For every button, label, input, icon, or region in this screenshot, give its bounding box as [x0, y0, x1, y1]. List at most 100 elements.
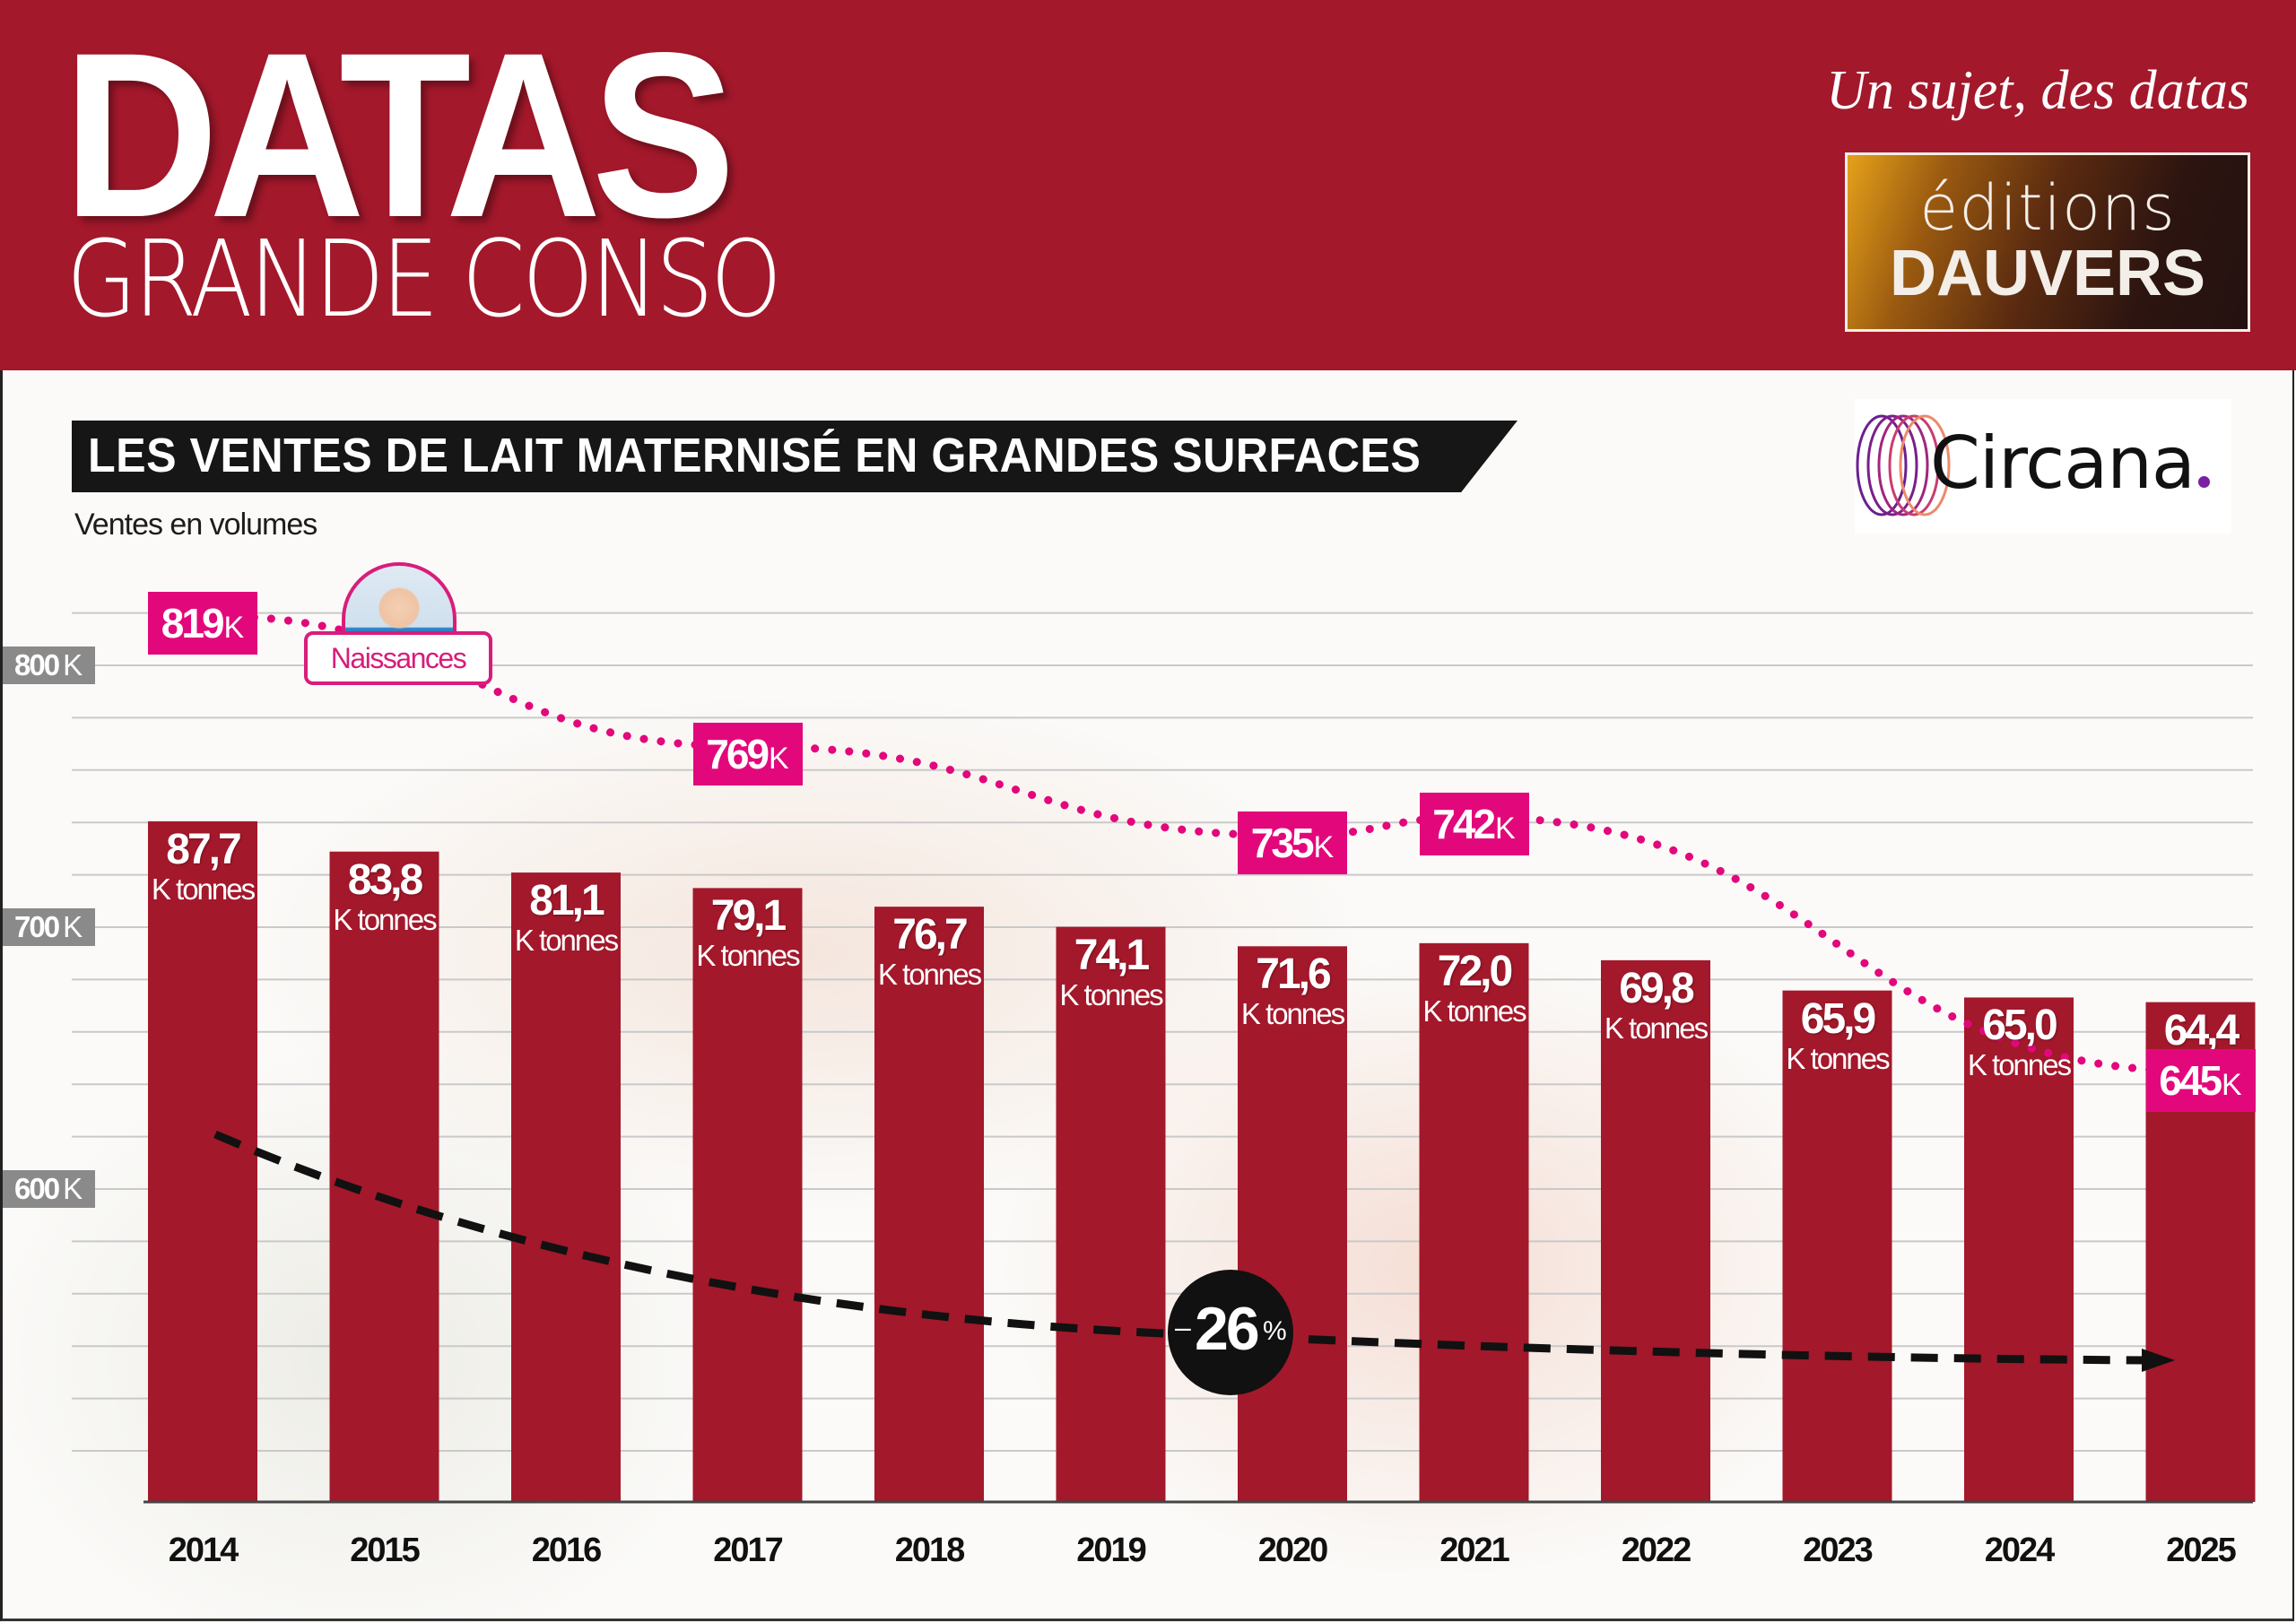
- bar-unit: K tonnes: [877, 958, 982, 992]
- bar-2018: [874, 907, 984, 1502]
- bar-value: 65,0: [1982, 1002, 2057, 1050]
- chart-subtitle: Ventes en volumes: [74, 508, 317, 542]
- births-value: 819: [161, 599, 225, 647]
- x-tick-label: 2023: [1803, 1532, 1874, 1569]
- births-unit: K: [223, 610, 245, 645]
- births-unit: K: [2222, 1067, 2242, 1102]
- x-tick-label: 2015: [350, 1532, 421, 1569]
- bar-unit: K tonnes: [1240, 997, 1345, 1031]
- bar-value-label: 69,8 K tonnes: [1601, 964, 1710, 1045]
- y-tick-unit: K: [63, 648, 83, 681]
- brand-subtitle: GRANDE CONSO: [66, 217, 782, 341]
- bar-2016: [511, 872, 621, 1502]
- header-banner: DATAS GRANDE CONSO Un sujet, des datas é…: [0, 0, 2296, 370]
- x-tick-label: 2014: [168, 1532, 239, 1569]
- bar-value: 79,1: [710, 892, 787, 941]
- bar-unit: K tonnes: [1059, 977, 1163, 1011]
- x-tick-label: 2024: [1984, 1532, 2056, 1569]
- bar-2023: [1782, 990, 1892, 1502]
- y-tick-value: 800: [14, 648, 60, 681]
- bar-unit: K tonnes: [1604, 1011, 1709, 1045]
- y-tick-label: 800 K: [0, 647, 95, 684]
- bar-2022: [1601, 959, 1710, 1502]
- bar-value-label: 83,8 K tonnes: [330, 855, 439, 936]
- publisher-logo: éditions DAUVERS: [1845, 152, 2250, 332]
- births-label-2021: 742K: [1419, 793, 1529, 856]
- chart-frame: [0, 370, 2294, 1621]
- bar-2020: [1238, 946, 1347, 1502]
- births-unit: K: [1495, 812, 1516, 846]
- y-tick-label: 600 K: [0, 1170, 95, 1208]
- bar-value: 65,9: [1800, 994, 1876, 1043]
- bar-value: 72,0: [1437, 947, 1513, 995]
- births-unit: K: [1313, 829, 1335, 864]
- bar-unit: K tonnes: [1786, 1041, 1890, 1075]
- births-dotted-line: [198, 612, 2205, 1076]
- births-unit: K: [769, 741, 789, 776]
- bar-value: 71,6: [1256, 950, 1331, 999]
- bar-value: 64,4: [2163, 1006, 2239, 1055]
- bar-value-label: 74,1 K tonnes: [1057, 931, 1166, 1011]
- bar-value-label: 76,7 K tonnes: [874, 912, 984, 991]
- trend-value: 26: [1195, 1295, 1260, 1363]
- bar-value-label: 87,7 K tonnes: [148, 825, 257, 906]
- x-tick-label: 2021: [1439, 1532, 1510, 1569]
- bar-2021: [1419, 942, 1529, 1502]
- births-label-2020: 735K: [1238, 811, 1347, 874]
- arrowhead-icon: [2142, 1349, 2175, 1372]
- bar-2019: [1056, 926, 1166, 1502]
- x-tick-label: 2018: [894, 1532, 966, 1569]
- x-tick-label: 2025: [2166, 1532, 2237, 1569]
- bar-2017: [692, 888, 803, 1502]
- births-value: 742: [1432, 801, 1496, 848]
- bar-value-label: 79,1 K tonnes: [693, 893, 803, 972]
- x-tick-label: 2022: [1621, 1532, 1692, 1569]
- publisher-logo-line2: DAUVERS: [1889, 238, 2206, 309]
- births-value: 645: [2159, 1056, 2222, 1104]
- bar-unit: K tonnes: [1967, 1048, 2072, 1082]
- logo-dot: [2197, 476, 2210, 488]
- bar-value: 76,7: [892, 911, 968, 959]
- bars: [148, 820, 2256, 1502]
- publisher-logo-line1: éditions: [1919, 171, 2176, 245]
- births-legend: Naissances: [304, 562, 494, 690]
- x-tick-label: 2017: [713, 1532, 784, 1569]
- x-tick-label: 2020: [1257, 1532, 1329, 1569]
- bar-value: 83,8: [347, 855, 423, 904]
- trend-sign: –: [1175, 1311, 1191, 1343]
- y-tick-unit: K: [63, 910, 83, 943]
- bar-value: 74,1: [1074, 931, 1150, 979]
- trend-badge: – 26 %: [1168, 1270, 1293, 1395]
- bar-value: 87,7: [166, 825, 241, 873]
- y-tick-value: 700: [14, 910, 60, 943]
- bar-value-label: 81,1 K tonnes: [511, 878, 621, 957]
- x-tick-label: 2016: [531, 1532, 603, 1569]
- births-label-2017: 769K: [692, 722, 803, 785]
- bar-value-label: 65,0 K tonnes: [1964, 1002, 2074, 1081]
- source-logo: Circana: [1855, 399, 2231, 534]
- bar-2024: [1964, 997, 2074, 1502]
- bar-2014: [148, 820, 257, 1502]
- births-value: 769: [706, 730, 770, 777]
- y-tick-unit: K: [63, 1172, 83, 1205]
- births-label-2014: 819K: [148, 591, 257, 655]
- births-label-2025: 645K: [2145, 1048, 2256, 1112]
- bar-unit: K tonnes: [514, 924, 619, 958]
- trend-unit: %: [1263, 1316, 1287, 1346]
- chart-title: LES VENTES DE LAIT MATERNISÉ EN GRANDES …: [88, 429, 1422, 482]
- bar-unit: K tonnes: [151, 872, 256, 906]
- tagline: Un sujet, des datas: [1826, 60, 2249, 121]
- bar-unit: K tonnes: [333, 902, 437, 936]
- y-tick-value: 600: [14, 1172, 60, 1205]
- source-logo-text: Circana: [1930, 419, 2210, 508]
- brand-title: DATAS: [63, 4, 735, 266]
- concentric-rings-icon: [1856, 414, 1951, 516]
- chart-title-band: LES VENTES DE LAIT MATERNISÉ EN GRANDES …: [72, 421, 1518, 492]
- bar-value-label: 65,9 K tonnes: [1783, 994, 1892, 1075]
- births-legend-label: Naissances: [304, 631, 492, 685]
- bar-value: 69,8: [1619, 964, 1694, 1012]
- bar-value-label: 72,0 K tonnes: [1420, 947, 1529, 1028]
- bar-2015: [329, 851, 439, 1502]
- bar-unit: K tonnes: [1422, 994, 1526, 1028]
- source-logo-name: Circana: [1930, 421, 2196, 505]
